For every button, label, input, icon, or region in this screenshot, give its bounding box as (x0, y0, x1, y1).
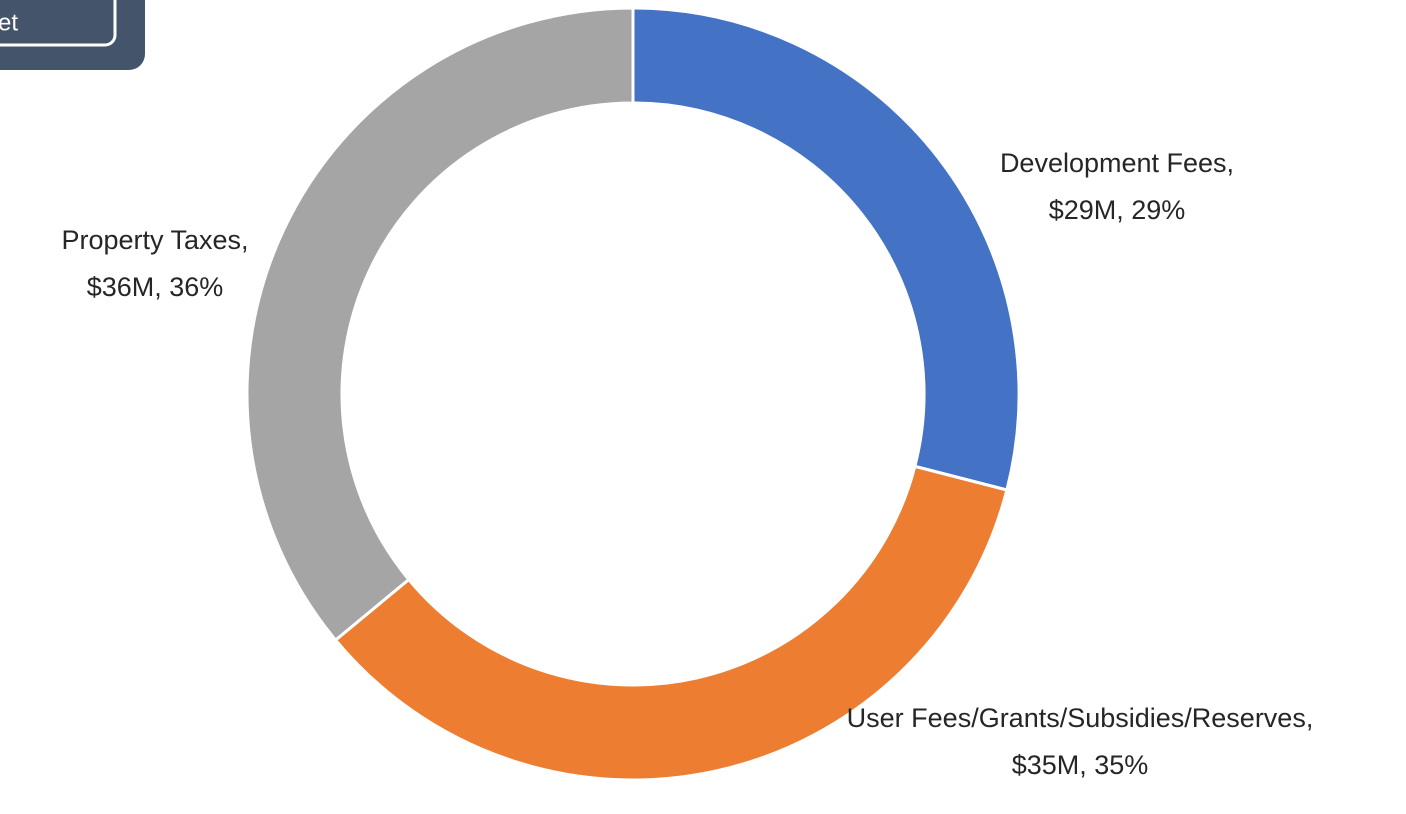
data-label-value: $29M, 29% (1049, 195, 1186, 225)
donut-slice (333, 464, 1009, 782)
data-label-value: $36M, 36% (87, 272, 224, 302)
data-label-category: User Fees/Grants/Subsidies/Reserves, (847, 703, 1314, 733)
tab-inner (0, 0, 117, 47)
data-label-value: $35M, 35% (1012, 750, 1149, 780)
tab: et (0, 0, 145, 70)
data-label-category: Property Taxes, (61, 225, 248, 255)
donut-slice (631, 6, 1021, 492)
tab-label: et (0, 9, 18, 36)
donut-slice (245, 6, 635, 643)
data-label-category: Development Fees, (1000, 148, 1234, 178)
